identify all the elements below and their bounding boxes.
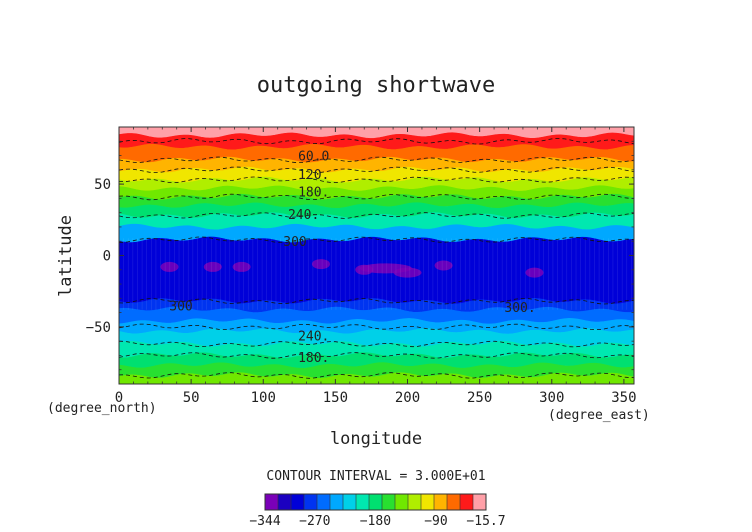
- colorbar-swatch: [291, 494, 305, 510]
- colorbar-tick-label: −15.7: [466, 514, 505, 529]
- contour-line-11: [119, 372, 634, 379]
- contour-line-4: [119, 193, 634, 201]
- x-unit-label: (degree_east): [548, 408, 650, 423]
- contour-label: 180.: [298, 185, 329, 200]
- colorbar-swatch: [356, 494, 370, 510]
- contour-label: 60.0: [298, 150, 329, 165]
- colorbar-swatch: [330, 494, 344, 510]
- x-tick-label: 0: [115, 390, 123, 406]
- x-tick-label: 300: [539, 390, 564, 406]
- contour-label: 180.: [298, 351, 329, 366]
- plot-area: 60.0 120. 180. 240. 300 300 300. 240. 180.: [118, 126, 635, 385]
- minimum-patch: [434, 260, 453, 271]
- colorbar-swatch: [369, 494, 383, 510]
- colorbar-swatch: [434, 494, 448, 510]
- x-tick-label: 100: [251, 390, 276, 406]
- contour-line-2: [119, 166, 634, 174]
- contour-line-5: [119, 212, 634, 219]
- contour-line-9: [119, 340, 634, 348]
- colorbar-swatch: [265, 494, 279, 510]
- colorbar-tick-label: −180: [360, 514, 391, 529]
- contour-label: 300: [169, 299, 192, 314]
- colorbar-swatch: [278, 494, 292, 510]
- x-tick-label: 250: [467, 390, 492, 406]
- colorbar: −344 −270 −180 −90 −15.7: [249, 493, 506, 529]
- x-tick-label: 200: [395, 390, 420, 406]
- colorbar-swatch: [447, 494, 461, 510]
- contour-line-10: [119, 352, 634, 359]
- colorbar-swatch: [473, 494, 487, 510]
- minimum-patch: [393, 267, 422, 278]
- x-tick-label: 50: [183, 390, 200, 406]
- axes: 0 50 100 150 200 250 300 350 50 0 −50: [86, 127, 637, 406]
- contour-line-1: [119, 156, 634, 163]
- y-tick-label: 0: [103, 249, 111, 265]
- x-tick-label: 350: [611, 390, 636, 406]
- minimum-patch: [160, 261, 179, 272]
- x-axis-label: longitude: [330, 429, 422, 449]
- contour-label: 120.: [298, 168, 329, 183]
- contour-line-8: [119, 323, 634, 331]
- contour-label: 300.: [504, 301, 535, 316]
- y-axis-label: latitude: [56, 215, 76, 297]
- colorbar-swatch: [382, 494, 396, 510]
- minimum-patch: [311, 259, 330, 270]
- colorbar-swatch: [421, 494, 435, 510]
- colorbar-swatch: [317, 494, 331, 510]
- colorbar-swatch: [304, 494, 318, 510]
- contour-label: 240.: [298, 329, 329, 344]
- x-tick-label: 150: [323, 390, 348, 406]
- colorbar-tick-label: −90: [424, 514, 447, 529]
- contour-label: 300: [283, 235, 306, 250]
- contour-line-6: [119, 236, 634, 243]
- colorbar-frame: [264, 493, 487, 511]
- colorbar-tick-label: −344: [249, 514, 280, 529]
- contour-interval-text: CONTOUR INTERVAL = 3.000E+01: [266, 469, 485, 484]
- colorbar-swatch: [395, 494, 409, 510]
- contour-line-0: [119, 138, 634, 145]
- contour-line-7: [119, 298, 634, 305]
- color-band-19: [119, 372, 634, 384]
- y-tick-label: −50: [86, 320, 111, 336]
- minimum-patch: [525, 267, 544, 278]
- contour-label: 240.: [288, 208, 319, 223]
- colorbar-swatch: [408, 494, 422, 510]
- colorbar-tick-label: −270: [299, 514, 330, 529]
- chart-title: outgoing shortwave: [257, 73, 495, 98]
- y-tick-label: 50: [94, 177, 111, 193]
- minimum-patch: [203, 261, 222, 272]
- minimum-patch: [232, 261, 251, 272]
- colorbar-swatch: [460, 494, 474, 510]
- y-unit-label: (degree_north): [47, 401, 157, 416]
- colorbar-swatch: [343, 494, 357, 510]
- contour-line-3: [119, 176, 634, 184]
